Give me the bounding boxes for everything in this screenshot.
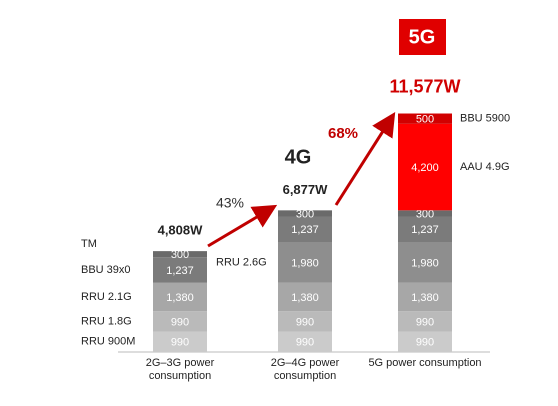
- x-tick-label: 5G power consumption: [368, 357, 482, 369]
- bar-segment: [153, 282, 207, 312]
- value-label: 1,237: [411, 224, 439, 236]
- bar-segment: [278, 311, 332, 332]
- bar-segment: [398, 282, 452, 312]
- value-label: 300: [171, 249, 189, 261]
- total-label: 4,808W: [158, 223, 204, 238]
- value-label: 1,380: [411, 292, 439, 304]
- bar-segment: [278, 282, 332, 312]
- bar-segment: [153, 251, 207, 258]
- value-label: 4,200: [411, 162, 439, 174]
- generation-label: 4G: [285, 146, 312, 168]
- legend-label: RRU 2.1G: [81, 291, 132, 303]
- bar-segment: [398, 216, 452, 242]
- legend-label: TM: [81, 238, 97, 250]
- generation-label: 5G: [409, 26, 436, 48]
- value-label: 1,237: [166, 265, 194, 277]
- legend-label: RRU 2.6G: [216, 256, 267, 268]
- bar-segment: [398, 113, 452, 124]
- value-label: 1,380: [291, 292, 319, 304]
- legend-label: BBU 5900: [460, 113, 510, 125]
- value-label: 1,980: [291, 257, 319, 269]
- growth-label: 68%: [328, 125, 358, 142]
- value-label: 990: [296, 316, 314, 328]
- bar-segment: [278, 216, 332, 242]
- legend-label: AAU 4.9G: [460, 161, 510, 173]
- legend-label: BBU 39x0: [81, 264, 131, 276]
- bar-segment: [398, 123, 452, 211]
- value-label: 1,237: [291, 224, 319, 236]
- arrow: [334, 111, 396, 206]
- value-label: 990: [171, 316, 189, 328]
- total-label: 6,877W: [283, 182, 329, 197]
- value-label: 300: [296, 208, 314, 220]
- bar-segment: [398, 331, 452, 352]
- bar-segment: [278, 331, 332, 352]
- legend-label: RRU 1.8G: [81, 315, 132, 327]
- value-label: 1,980: [411, 257, 439, 269]
- value-label: 990: [171, 337, 189, 349]
- growth-label: 43%: [216, 195, 244, 211]
- bar-segment: [278, 210, 332, 217]
- value-label: 1,380: [166, 292, 194, 304]
- bar-segment: [153, 331, 207, 352]
- value-label: 500: [416, 114, 434, 126]
- bar-segment: [153, 311, 207, 332]
- badge: [399, 19, 446, 55]
- bar-segment: [153, 257, 207, 283]
- bar-segment: [398, 210, 452, 217]
- arrow: [207, 204, 278, 248]
- bar-segment: [278, 241, 332, 283]
- bar-segment: [398, 241, 452, 283]
- x-tick-label: 2G–4G power consumption: [270, 357, 340, 382]
- value-label: 990: [416, 337, 434, 349]
- total-label: 11,577W: [389, 76, 460, 96]
- value-label: 300: [416, 208, 434, 220]
- legend-label: RRU 900M: [81, 336, 135, 348]
- value-label: 990: [296, 337, 314, 349]
- bar-segment: [398, 311, 452, 332]
- value-label: 990: [416, 316, 434, 328]
- x-tick-label: 2G–3G power consumption: [145, 357, 215, 382]
